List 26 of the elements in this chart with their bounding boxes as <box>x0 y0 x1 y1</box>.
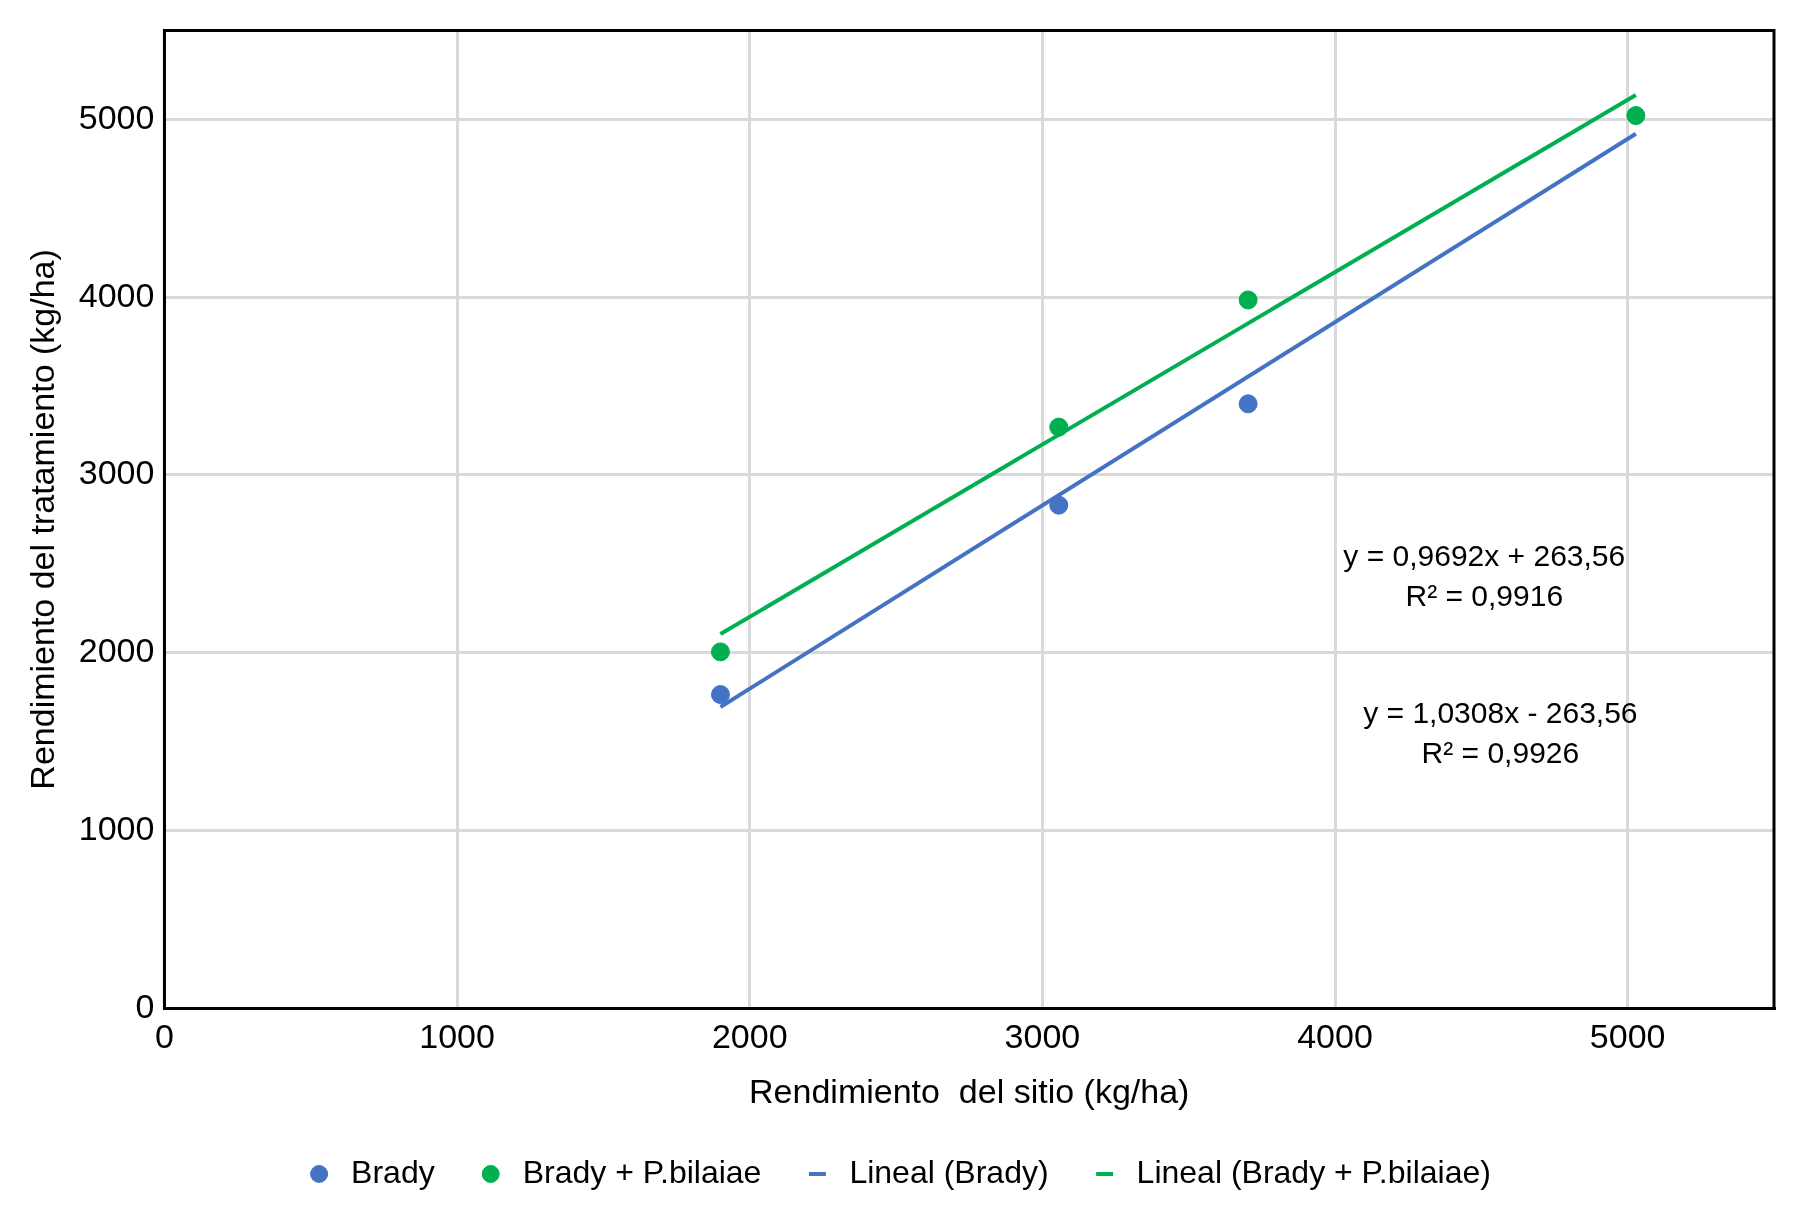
legend-label: Brady <box>351 1153 435 1190</box>
x-axis-title: Rendimiento del sitio (kg/ha) <box>749 1071 1190 1110</box>
y-tick-label: 4000 <box>78 275 155 314</box>
x-tick-label: 2000 <box>711 1017 788 1056</box>
annotation: y = 1,0308x - 263,56 R² = 0,9926 <box>1363 695 1638 769</box>
x-tick-label: 4000 <box>1297 1017 1373 1056</box>
y-tick-label: 1000 <box>78 808 155 847</box>
y-axis-title: Rendimiento del tratamiento (kg/ha) <box>22 249 61 790</box>
point <box>1626 106 1646 126</box>
y-tick-label: 0 <box>135 986 155 1025</box>
x-tick-label: 1000 <box>419 1017 495 1056</box>
y-tick-label: 3000 <box>78 453 155 492</box>
x-tick-label: 3000 <box>1004 1017 1081 1056</box>
y-tick-label: 2000 <box>78 631 155 670</box>
point <box>710 685 730 705</box>
point <box>1238 290 1258 310</box>
legend-label: Lineal (Brady + P.bilaiae) <box>1136 1153 1491 1190</box>
point <box>710 642 730 662</box>
legend-label: Lineal (Brady) <box>849 1153 1049 1190</box>
legend-label: Brady + P.bilaiae <box>522 1153 762 1190</box>
y-tick-label: 5000 <box>78 97 155 136</box>
point <box>1049 495 1069 515</box>
annotation: y = 0,9692x + 263,56 R² = 0,9916 <box>1343 539 1626 613</box>
point <box>1049 417 1069 437</box>
x-tick-label: 5000 <box>1589 1017 1666 1056</box>
point <box>1238 394 1258 414</box>
